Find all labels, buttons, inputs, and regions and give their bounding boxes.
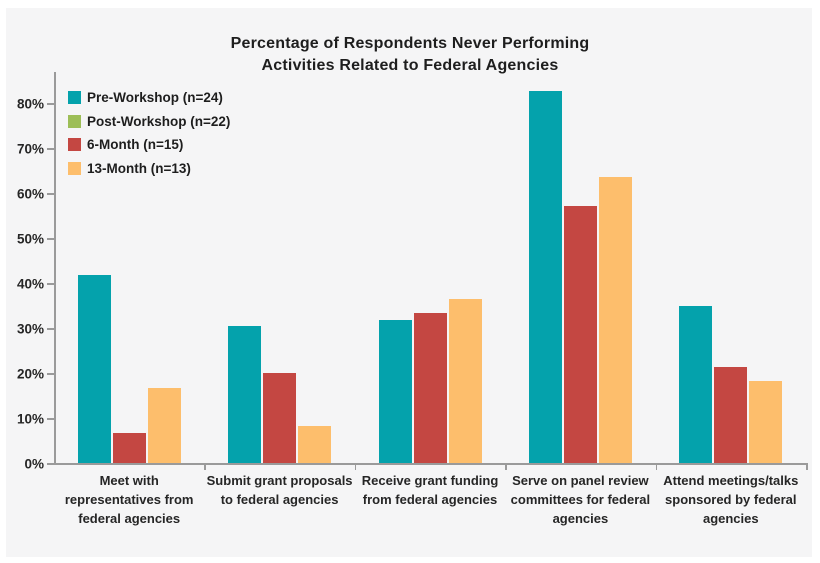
y-axis-tick xyxy=(47,103,54,105)
legend-swatch-icon xyxy=(68,161,81,175)
y-axis-tick xyxy=(47,373,54,375)
y-axis-tick xyxy=(47,193,54,195)
legend-label: Pre-Workshop (n=24) xyxy=(87,90,223,106)
chart-title-line-2: Activities Related to Federal Agencies xyxy=(261,57,559,74)
x-axis-tick xyxy=(806,464,808,470)
bar-6-month xyxy=(112,432,146,463)
y-axis-tick xyxy=(47,463,54,465)
chart-legend: Pre-Workshop (n=24) Post-Workshop (n=22) 6… xyxy=(68,86,230,180)
chart-title: Percentage of Respondents Never Performi… xyxy=(0,33,820,77)
category-label: Attend meetings/talks sponsored by feder… xyxy=(663,473,799,526)
y-axis-label: 60% xyxy=(16,186,44,202)
bar-13-month xyxy=(298,425,332,463)
bar-13-month xyxy=(147,387,181,463)
legend-label: 13-Month (n=13) xyxy=(87,160,191,176)
legend-item: Pre-Workshop (n=24) xyxy=(68,86,230,110)
y-axis-label: 0% xyxy=(24,456,44,472)
legend-item: 13-Month (n=13) xyxy=(68,157,230,181)
category-label: Serve on panel review committees for fed… xyxy=(510,473,651,526)
y-axis-label: 10% xyxy=(16,411,44,427)
legend-item: 6-Month (n=15) xyxy=(68,133,230,157)
legend-swatch-icon xyxy=(68,138,81,152)
bar-6-month xyxy=(413,313,447,463)
bar-pre-workshop xyxy=(378,319,412,463)
legend-swatch-icon xyxy=(68,91,81,105)
bar-pre-workshop xyxy=(528,91,562,463)
x-axis-tick xyxy=(655,464,658,470)
legend-item: Post-Workshop (n=22) xyxy=(68,110,230,134)
category-label: Submit grant proposals to federal agenci… xyxy=(206,473,353,507)
category-label: Meet with representatives from federal a… xyxy=(64,473,194,526)
x-axis-tick xyxy=(505,464,507,470)
y-axis-label: 30% xyxy=(16,321,44,337)
bar-pre-workshop xyxy=(77,275,111,463)
x-axis-line xyxy=(54,463,808,465)
x-axis-tick xyxy=(354,464,357,470)
bar-13-month xyxy=(749,381,783,463)
y-axis-label: 50% xyxy=(16,231,44,247)
bar-6-month xyxy=(263,373,297,463)
legend-label: 6-Month (n=15) xyxy=(87,137,184,153)
legend-swatch-icon xyxy=(68,114,81,128)
y-axis-tick xyxy=(47,238,54,240)
bar-13-month xyxy=(598,176,632,463)
chart-title-line-1: Percentage of Respondents Never Performi… xyxy=(230,35,590,52)
bar-6-month xyxy=(563,206,597,463)
bar-pre-workshop xyxy=(679,306,713,463)
y-axis-line xyxy=(54,72,56,465)
x-axis-tick xyxy=(204,464,206,470)
category-label: Receive grant funding from federal agenc… xyxy=(361,473,499,507)
y-axis-label: 40% xyxy=(16,276,44,292)
y-axis-tick xyxy=(47,328,54,330)
y-axis-label: 80% xyxy=(16,96,44,112)
y-axis-label: 70% xyxy=(16,141,44,157)
chart-background-panel xyxy=(6,8,812,557)
bar-6-month xyxy=(714,366,748,463)
y-axis-tick xyxy=(47,418,54,420)
y-axis-label: 20% xyxy=(16,366,44,382)
y-axis-tick xyxy=(47,148,54,150)
legend-label: Post-Workshop (n=22) xyxy=(87,113,231,129)
bar-13-month xyxy=(448,299,482,463)
bar-pre-workshop xyxy=(228,326,262,463)
y-axis-tick xyxy=(47,283,54,285)
